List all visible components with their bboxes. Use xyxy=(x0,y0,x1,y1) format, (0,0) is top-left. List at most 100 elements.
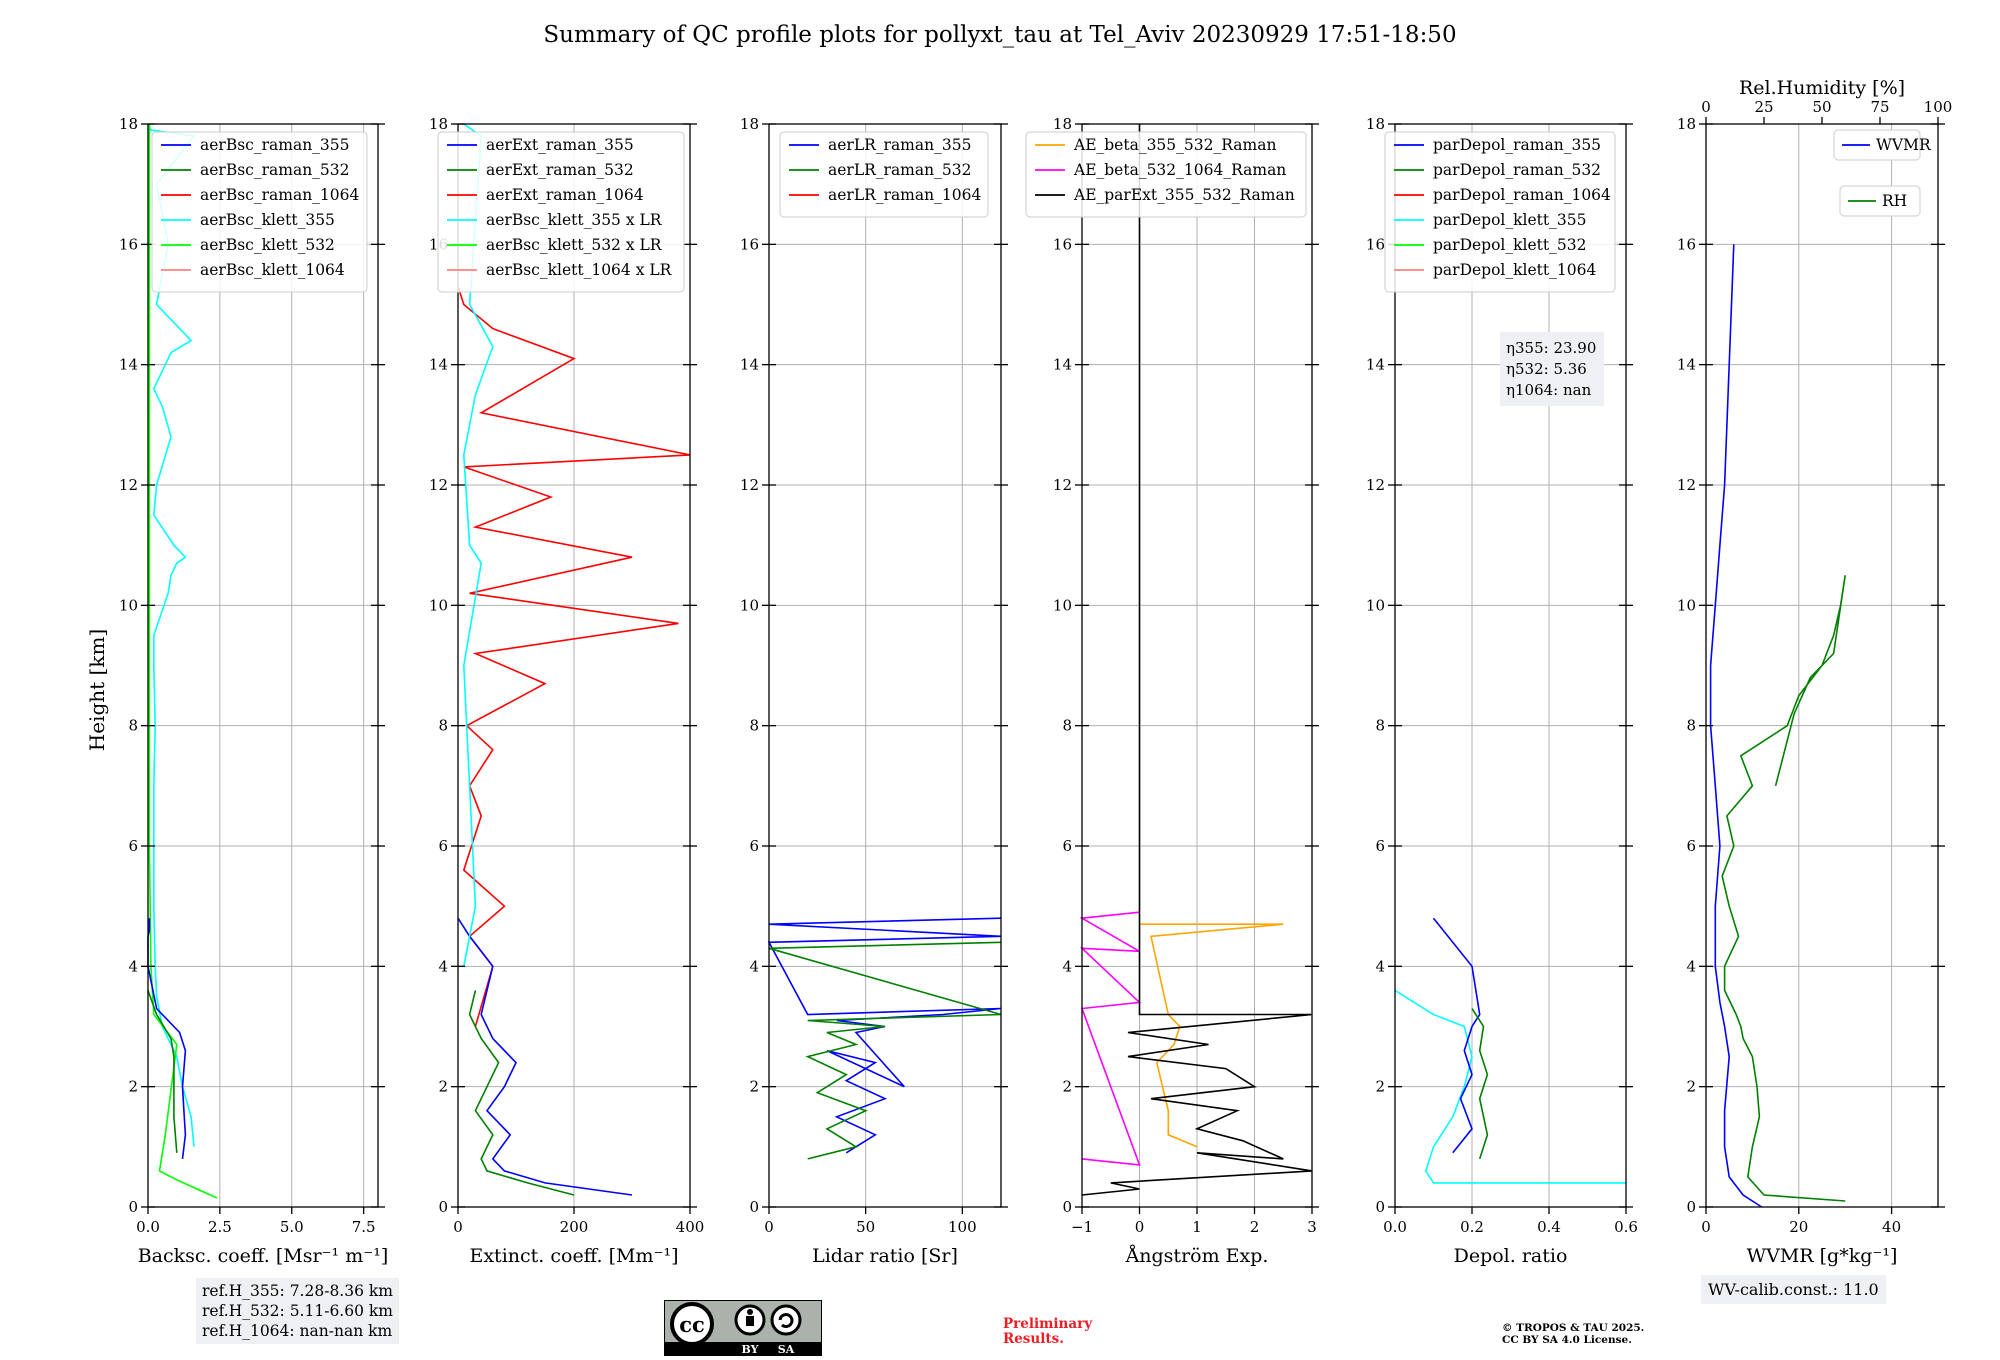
x-axis-label: Extinct. coeff. [Mm⁻¹] xyxy=(469,1245,678,1267)
series-line-aerBsc_klett_355 xyxy=(147,123,196,1147)
legend-entry: aerLR_raman_355 xyxy=(828,136,971,154)
plot-frame xyxy=(147,123,379,1208)
y-tick-label: 2 xyxy=(438,1078,448,1096)
ref-height-1064: ref.H_1064: nan-nan km xyxy=(202,1322,393,1340)
legend-entry: parDepol_raman_355 xyxy=(1433,136,1601,154)
y-tick-label: 18 xyxy=(740,115,759,133)
x2-tick-label: 100 xyxy=(1924,98,1953,116)
y-tick-label: 10 xyxy=(1053,596,1072,614)
y-tick-label: 2 xyxy=(1062,1078,1072,1096)
x-axis-label: WVMR [g*kg⁻¹] xyxy=(1747,1245,1898,1267)
legend-entry: RH xyxy=(1882,192,1907,210)
svg-text:cc: cc xyxy=(679,1312,705,1337)
y-tick-label: 18 xyxy=(119,115,138,133)
y-tick-label: 14 xyxy=(119,356,138,374)
legend-box xyxy=(1384,131,1616,293)
y-tick-label: 18 xyxy=(429,115,448,133)
legend-entry: aerExt_raman_1064 xyxy=(486,186,644,204)
copyright-note: © TROPOS & TAU 2025. CC BY SA 4.0 Licens… xyxy=(1502,1322,1644,1346)
y-tick-label: 4 xyxy=(749,957,759,975)
y-tick-label: 16 xyxy=(1677,235,1696,253)
preliminary-note: Preliminary Results. xyxy=(1003,1317,1092,1347)
y-tick-label: 10 xyxy=(429,596,448,614)
x2-tick-label: 0 xyxy=(1701,98,1711,116)
legend-entry: aerBsc_raman_1064 xyxy=(200,186,360,204)
legend-entry: aerLR_raman_1064 xyxy=(828,186,981,204)
x-axis-label: Lidar ratio [Sr] xyxy=(812,1245,958,1267)
y-tick-label: 6 xyxy=(438,837,448,855)
series-line-aerExt_raman_1064 xyxy=(457,286,691,1027)
legend-entry: aerBsc_klett_1064 x LR xyxy=(486,261,673,279)
y-tick-label: 16 xyxy=(1366,235,1385,253)
y-tick-label: 8 xyxy=(128,717,138,735)
x2-tick-label: 50 xyxy=(1812,98,1831,116)
ref-height-355: ref.H_355: 7.28-8.36 km xyxy=(202,1282,393,1300)
y-tick-label: 0 xyxy=(128,1198,138,1216)
y-tick-label: 10 xyxy=(740,596,759,614)
legend-box xyxy=(151,131,368,293)
y-tick-label: 16 xyxy=(740,235,759,253)
panel-p6: 0 2 4 6 8 10 12 14 16 18 0 20 40 WVMR [g*kg⁻¹] 0 25 50 75… xyxy=(1677,77,1952,1267)
y-tick-label: 6 xyxy=(1062,837,1072,855)
y-tick-label: 14 xyxy=(1677,356,1696,374)
legend-entry: parDepol_klett_1064 xyxy=(1433,261,1596,279)
plot-area xyxy=(769,124,1001,1207)
x-tick-label: 0 xyxy=(1135,1218,1145,1236)
panel-p1: 0 2 4 6 8 10 12 14 16 18 0.0 2.5 5.0 7.5 Backsc. coeff… xyxy=(119,115,388,1267)
x-tick-label: 0.2 xyxy=(1460,1218,1484,1236)
y-tick-label: 8 xyxy=(749,717,759,735)
legend-entry: AE_beta_532_1064_Raman xyxy=(1073,161,1286,179)
y-tick-label: 10 xyxy=(1366,596,1385,614)
y-tick-label: 8 xyxy=(1375,717,1385,735)
y-tick-label: 0 xyxy=(1686,1198,1696,1216)
x-tick-label: −1 xyxy=(1071,1218,1093,1236)
series-line-aerExt_raman_355 xyxy=(457,917,633,1196)
y-tick-label: 18 xyxy=(1677,115,1696,133)
y-tick-label: 4 xyxy=(438,957,448,975)
y-tick-label: 14 xyxy=(1053,356,1072,374)
license-sa: SA xyxy=(778,1343,795,1356)
plot-frame xyxy=(1394,123,1627,1208)
legend-entry: aerExt_raman_532 xyxy=(486,161,634,179)
y-tick-label: 12 xyxy=(740,476,759,494)
y-tick-label: 4 xyxy=(1062,957,1072,975)
series-line-aerLR_raman_355 xyxy=(767,917,1002,1154)
y-tick-label: 8 xyxy=(438,717,448,735)
legend-entry: parDepol_raman_532 xyxy=(1433,161,1601,179)
y-tick-label: 14 xyxy=(1366,356,1385,374)
panel-p5: 0 2 4 6 8 10 12 14 16 18 0.0 0.2 0.4 0.6 Depol. ratio p… xyxy=(1366,115,1638,1267)
ref-heights-box: ref.H_355: 7.28-8.36 km ref.H_532: 5.11-… xyxy=(196,1278,399,1344)
y-tick-label: 8 xyxy=(1686,717,1696,735)
y-tick-label: 6 xyxy=(1686,837,1696,855)
legend-entry: aerBsc_klett_532 xyxy=(200,236,335,254)
legend-box xyxy=(1839,185,1921,217)
series-line-parDepol_raman_355 xyxy=(1432,917,1481,1154)
license-badge: cc BY SA xyxy=(663,1299,823,1360)
y-tick-label: 12 xyxy=(429,476,448,494)
panel-p2: 0246810121416180200400Extinct. coeff. [M… xyxy=(429,115,704,1267)
y-tick-label: 0 xyxy=(1062,1198,1072,1216)
legend-box xyxy=(1025,131,1307,218)
legend-entry: parDepol_raman_1064 xyxy=(1433,186,1611,204)
series-line-parDepol_klett_355 xyxy=(1394,989,1626,1184)
legend-entry: aerBsc_klett_1064 xyxy=(200,261,345,279)
y-tick-label: 18 xyxy=(1053,115,1072,133)
legend-entry: aerExt_raman_355 xyxy=(486,136,634,154)
y-tick-label: 6 xyxy=(749,837,759,855)
eta-annotation: η532: 5.36 xyxy=(1506,360,1587,378)
x-tick-label: 400 xyxy=(676,1218,705,1236)
legend-entry: AE_parExt_355_532_Raman xyxy=(1073,186,1295,204)
series-line-aerBsc_raman_355 xyxy=(147,918,187,1159)
eta-annotation: η355: 23.90 xyxy=(1506,339,1596,357)
y-tick-label: 12 xyxy=(1366,476,1385,494)
x2-tick-label: 75 xyxy=(1870,98,1889,116)
x-axis-label: Depol. ratio xyxy=(1454,1245,1568,1267)
legend-entry: parDepol_klett_532 xyxy=(1433,236,1586,254)
series-line-RH xyxy=(1721,575,1846,1202)
y-tick-label: 14 xyxy=(429,356,448,374)
series-line-aerExt_raman_532 xyxy=(468,990,575,1196)
x-tick-label: 0 xyxy=(764,1218,774,1236)
x-axis-label: Backsc. coeff. [Msr⁻¹ m⁻¹] xyxy=(138,1245,389,1267)
x2-axis-label: Rel.Humidity [%] xyxy=(1739,77,1905,99)
legend-entry: aerBsc_klett_355 xyxy=(200,211,335,229)
